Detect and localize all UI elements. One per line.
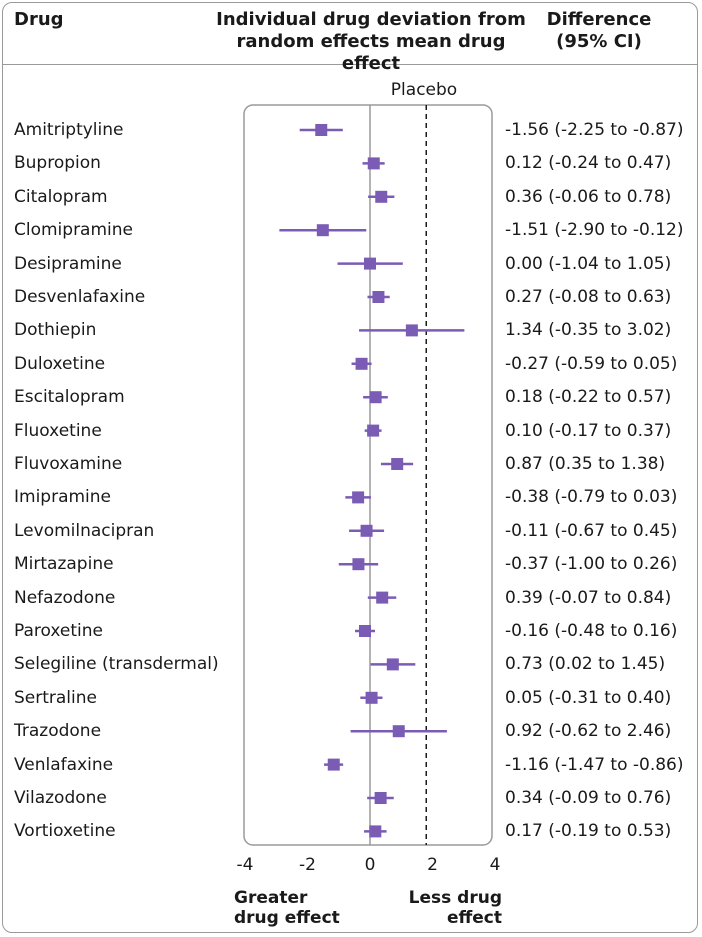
- header-drug: Drug: [14, 9, 64, 30]
- difference-ci-label: 1.34 (-0.35 to 3.02): [505, 320, 672, 341]
- header-difference-line1: Difference: [546, 9, 652, 30]
- drug-name-label: Mirtazapine: [14, 554, 114, 575]
- drug-name-label: Paroxetine: [14, 621, 104, 641]
- difference-ci-label: 0.12 (-0.24 to 0.47): [505, 153, 672, 174]
- drug-name-label: Dothiepin: [14, 320, 97, 341]
- difference-ci-label: -1.56 (-2.25 to -0.87): [505, 120, 684, 140]
- x-tick-label: 0: [365, 855, 376, 875]
- drug-name-label: Trazodone: [14, 721, 102, 742]
- difference-ci-label: -0.38 (-0.79 to 0.03): [505, 487, 678, 508]
- difference-ci-label: -0.11 (-0.67 to 0.45): [505, 520, 678, 541]
- point-estimate-marker: [355, 357, 368, 370]
- point-estimate-marker: [391, 458, 404, 470]
- drug-name-label: Desipramine: [14, 253, 122, 274]
- drug-name-label: Escitalopram: [14, 387, 125, 408]
- drug-name-label: Citalopram: [14, 186, 108, 207]
- difference-ci-label: -1.51 (-2.90 to -0.12): [505, 220, 684, 241]
- point-estimate-marker: [365, 691, 378, 704]
- drug-name-label: Fluoxetine: [14, 420, 102, 441]
- point-estimate-marker: [386, 658, 399, 671]
- difference-ci-label: -0.27 (-0.59 to 0.05): [505, 353, 678, 374]
- x-tick-label: -2: [299, 855, 316, 875]
- point-estimate-marker: [367, 424, 380, 437]
- x-tick-label: -4: [237, 855, 254, 875]
- drug-name-label: Selegiline (transdermal): [14, 654, 219, 675]
- point-estimate-marker: [369, 391, 382, 404]
- drug-name-label: Fluvoxamine: [14, 454, 123, 474]
- difference-ci-label: 0.34 (-0.09 to 0.76): [505, 788, 672, 808]
- annotation-less-line1: Less drug: [409, 888, 502, 908]
- drug-name-label: Imipramine: [14, 487, 112, 508]
- point-estimate-marker: [360, 524, 373, 537]
- annotation-greater-line2: drug effect: [234, 908, 340, 928]
- difference-ci-label: 0.17 (-0.19 to 0.53): [505, 821, 672, 842]
- difference-ci-label: 0.18 (-0.22 to 0.57): [505, 387, 672, 408]
- point-estimate-marker: [392, 725, 405, 738]
- annotation-greater-line1: Greater: [234, 888, 308, 908]
- placebo-label: Placebo: [391, 80, 457, 100]
- point-estimate-marker: [374, 792, 387, 804]
- point-estimate-marker: [372, 291, 385, 303]
- x-axis-ticks: -4 -2 0 2 4: [237, 855, 501, 875]
- point-estimate-marker: [352, 491, 365, 504]
- point-estimate-marker: [364, 257, 376, 270]
- difference-ci-label: 0.05 (-0.31 to 0.40): [505, 687, 672, 708]
- x-tick-label: 2: [427, 855, 438, 875]
- drug-name-label: Vilazodone: [14, 788, 107, 808]
- difference-ci-label: 0.10 (-0.17 to 0.37): [505, 420, 672, 441]
- point-estimate-marker: [369, 825, 382, 838]
- plot-panel: [243, 104, 493, 846]
- forest-rows: [279, 124, 465, 838]
- header-deviation: Individual drug deviation from random ef…: [206, 9, 536, 75]
- drug-name-label: Duloxetine: [14, 353, 106, 374]
- point-estimate-marker: [405, 324, 418, 337]
- difference-ci-label: 0.27 (-0.08 to 0.63): [505, 287, 672, 307]
- x-tick-label: 4: [490, 855, 501, 875]
- difference-ci-label: 0.39 (-0.07 to 0.84): [505, 587, 672, 608]
- header-difference: Difference (95% CI): [536, 9, 662, 53]
- drug-name-label: Clomipramine: [14, 220, 133, 241]
- difference-ci-label: -0.37 (-1.00 to 0.26): [505, 554, 678, 575]
- drug-name-label: Vortioxetine: [14, 821, 116, 842]
- point-estimate-marker: [367, 157, 380, 170]
- difference-ci-label: 0.92 (-0.62 to 2.46): [505, 721, 672, 742]
- header-difference-line2: (95% CI): [556, 31, 642, 52]
- drug-name-label: Levomilnacipran: [14, 520, 155, 541]
- header-deviation-line1: Individual drug deviation from: [216, 9, 526, 30]
- drug-name-label: Venlafaxine: [14, 754, 114, 775]
- header-separator: [3, 64, 697, 65]
- point-estimate-marker: [316, 224, 329, 237]
- difference-ci-label: -1.16 (-1.47 to -0.86): [505, 754, 684, 775]
- drug-name-label: Nefazodone: [14, 587, 116, 608]
- point-estimate-marker: [359, 625, 371, 637]
- point-estimate-marker: [375, 190, 388, 203]
- difference-ci-label: 0.36 (-0.06 to 0.78): [505, 186, 672, 207]
- point-estimate-marker: [352, 558, 365, 571]
- difference-ci-label: 0.87 (0.35 to 1.38): [505, 454, 666, 474]
- drug-name-label: Bupropion: [14, 153, 101, 174]
- difference-ci-label: -0.16 (-0.48 to 0.16): [505, 621, 678, 641]
- annotation-less-line2: effect: [447, 908, 502, 928]
- point-estimate-marker: [327, 758, 340, 771]
- point-estimate-marker: [315, 124, 328, 136]
- drug-name-label: Amitriptyline: [14, 120, 124, 140]
- difference-ci-label: 0.00 (-1.04 to 1.05): [505, 253, 672, 274]
- point-estimate-marker: [376, 591, 389, 604]
- header-deviation-line2: random effects mean drug effect: [236, 31, 506, 74]
- drug-name-label: Desvenlafaxine: [14, 287, 146, 307]
- drug-name-label: Sertraline: [14, 687, 97, 708]
- difference-ci-label: 0.73 (0.02 to 1.45): [505, 654, 666, 675]
